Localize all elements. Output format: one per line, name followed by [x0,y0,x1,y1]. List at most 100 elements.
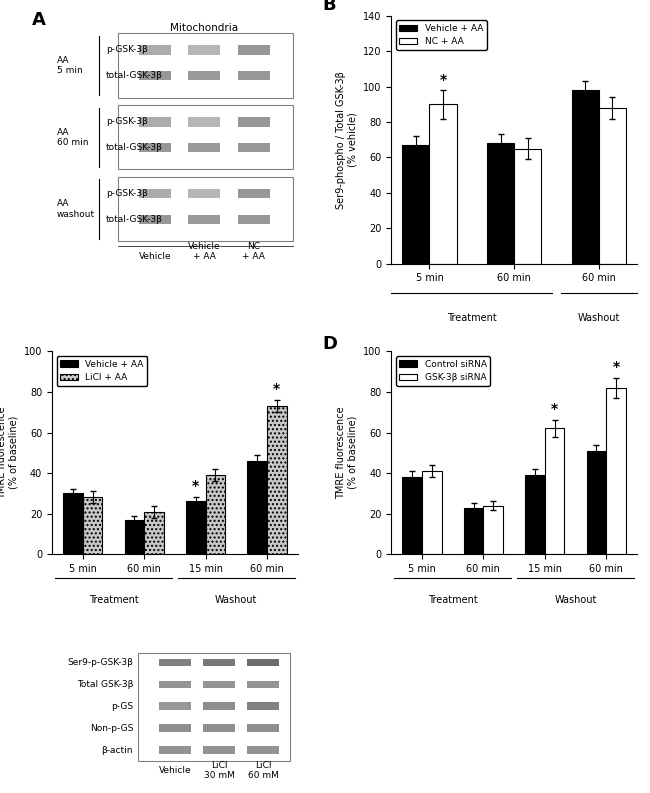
Bar [586,450,606,554]
Bar [138,653,291,761]
Text: Treatment: Treatment [88,595,138,605]
Text: p-GSK-3β: p-GSK-3β [106,190,148,198]
Text: LiCl
60 mM: LiCl 60 mM [248,760,279,780]
Text: *: * [612,360,619,374]
Legend: Control siRNA, GSK-3β siRNA: Control siRNA, GSK-3β siRNA [396,356,490,385]
Bar [203,680,235,688]
Bar [599,108,626,263]
Text: Vehicle
+ AA: Vehicle + AA [188,242,221,261]
Bar [606,388,626,554]
Bar [118,177,293,241]
Bar [159,725,191,732]
Bar [188,189,220,198]
Y-axis label: TMRE fluorescence
(% of baseline): TMRE fluorescence (% of baseline) [0,407,18,499]
Text: Non-p-GS: Non-p-GS [90,724,133,733]
Bar [139,189,171,198]
Text: total-GSK-3β: total-GSK-3β [106,215,163,224]
Bar [203,703,235,710]
Text: D: D [322,335,337,353]
Text: Vehicle: Vehicle [139,252,172,261]
Bar [125,519,144,554]
Bar [484,505,503,554]
Bar [248,725,280,732]
Text: total-GSK-3β: total-GSK-3β [106,71,163,80]
Bar [238,143,270,152]
Bar [83,497,103,554]
Bar [159,680,191,688]
Bar [139,45,171,55]
Text: Treatment: Treatment [447,313,497,324]
Bar [159,703,191,710]
Bar [525,475,545,554]
Text: p-GS: p-GS [111,702,133,711]
Text: β-actin: β-actin [101,745,133,755]
Bar [139,71,171,80]
Text: Vehicle: Vehicle [159,766,191,775]
Text: Treatment: Treatment [428,595,478,605]
Bar [139,117,171,127]
Text: Washout: Washout [578,313,620,324]
Bar [63,493,83,554]
Text: AA
60 min: AA 60 min [57,128,88,147]
Bar [159,658,191,666]
Bar [188,215,220,224]
Bar [238,189,270,198]
Bar [203,746,235,754]
Y-axis label: TMRE fluorescence
(% of baseline): TMRE fluorescence (% of baseline) [336,407,358,499]
Bar [188,117,220,127]
Bar [238,45,270,55]
Bar [248,658,280,666]
Bar [203,658,235,666]
Text: AA
washout: AA washout [57,199,95,219]
Bar [188,143,220,152]
Bar [186,501,205,554]
Text: AA
5 min: AA 5 min [57,56,83,75]
Text: total-GSK-3β: total-GSK-3β [106,143,163,152]
Bar [248,746,280,754]
Bar [188,45,220,55]
Bar [248,680,280,688]
Text: *: * [273,382,280,396]
Bar [487,144,514,263]
Bar [139,215,171,224]
Y-axis label: Ser9-phospho / Total GSK-3β
(% vehicle): Ser9-phospho / Total GSK-3β (% vehicle) [336,71,358,209]
Text: p-GSK-3β: p-GSK-3β [106,117,148,126]
Text: Washout: Washout [215,595,257,605]
Bar [545,428,564,554]
Bar [118,105,293,170]
Bar [514,148,541,263]
Bar [159,746,191,754]
Text: p-GSK-3β: p-GSK-3β [106,45,148,55]
Legend: Vehicle + AA, NC + AA: Vehicle + AA, NC + AA [396,21,487,50]
Text: B: B [322,0,336,14]
Bar [463,508,484,554]
Text: A: A [32,11,46,29]
Bar [248,703,280,710]
Text: Ser9-p-GSK-3β: Ser9-p-GSK-3β [67,657,133,667]
Legend: Vehicle + AA, LiCl + AA: Vehicle + AA, LiCl + AA [57,356,148,385]
Bar [402,477,422,554]
Bar [238,71,270,80]
Text: NC
+ AA: NC + AA [242,242,265,261]
Bar [267,406,287,554]
Bar [203,725,235,732]
Text: Washout: Washout [554,595,597,605]
Bar [238,117,270,127]
Text: *: * [551,402,558,416]
Text: Total GSK-3β: Total GSK-3β [77,680,133,689]
Text: LiCl
30 mM: LiCl 30 mM [203,760,235,780]
Bar [402,145,430,263]
Text: *: * [192,479,200,493]
Bar [430,105,456,263]
Bar [422,471,441,554]
Bar [205,475,226,554]
Bar [188,71,220,80]
Bar [118,33,293,98]
Text: Mitochondria: Mitochondria [170,23,239,33]
Text: *: * [439,73,447,86]
Bar [248,461,267,554]
Bar [144,511,164,554]
Bar [238,215,270,224]
Bar [139,143,171,152]
Bar [571,90,599,263]
